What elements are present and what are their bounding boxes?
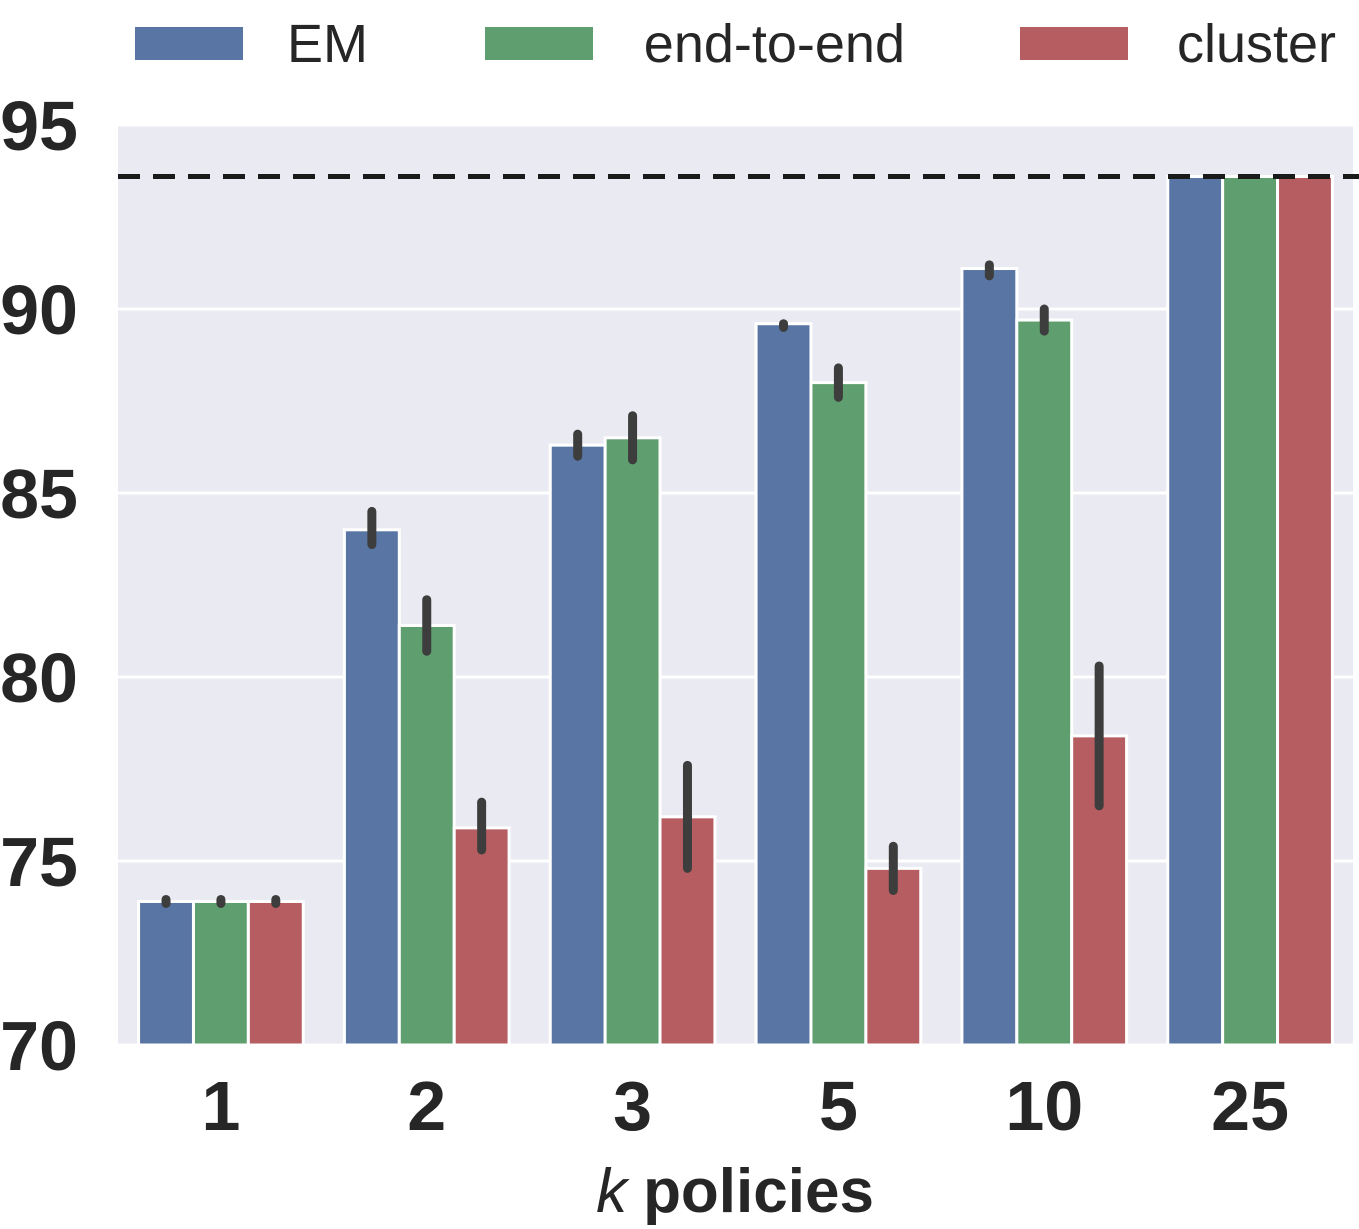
x-tick-label: 2 (407, 1067, 446, 1145)
bar-cluster-25 (1276, 175, 1334, 1047)
bar-cluster-1 (246, 899, 305, 1047)
bar-end-to-end-3 (603, 436, 662, 1047)
y-tick-label: 95 (0, 87, 78, 165)
legend-swatch-cluster (1020, 27, 1128, 60)
x-axis-label: k policies (596, 1157, 874, 1226)
y-tick-label: 70 (0, 1007, 78, 1085)
y-tick-labels: 70 75 80 85 90 95 (0, 87, 78, 1085)
bar-em-25 (1166, 175, 1225, 1047)
x-tick-label: 10 (1005, 1067, 1083, 1145)
plot-background (118, 125, 1353, 1045)
bar-em-3 (548, 443, 607, 1047)
legend-label-cluster: cluster (1177, 14, 1336, 74)
bar-em-5 (754, 322, 813, 1047)
bar-cluster-5 (864, 866, 923, 1047)
x-axis-label-rest: policies (643, 1157, 874, 1226)
bar-end-to-end-10 (1015, 318, 1074, 1047)
x-tick-label: 3 (613, 1067, 652, 1145)
bar-end-to-end-5 (809, 381, 868, 1047)
legend-swatch-end-to-end (485, 27, 593, 60)
y-tick-label: 90 (0, 271, 78, 349)
y-tick-label: 80 (0, 639, 78, 717)
x-axis-label-italic: k (596, 1157, 630, 1226)
bar-cluster-2 (452, 826, 511, 1047)
bar-em-2 (342, 528, 401, 1047)
bar-em-1 (137, 899, 195, 1047)
y-tick-label: 75 (0, 823, 78, 901)
x-tick-label: 5 (819, 1067, 858, 1145)
x-tick-label: 1 (201, 1067, 240, 1145)
legend: EM end-to-end cluster (135, 14, 1336, 74)
legend-label-em: EM (287, 14, 368, 74)
x-tick-label: 25 (1211, 1067, 1289, 1145)
legend-swatch-em (135, 27, 243, 60)
error-bars (161, 260, 1104, 908)
legend-label-end-to-end: end-to-end (644, 14, 905, 74)
bar-end-to-end-1 (191, 899, 250, 1047)
y-tick-label: 85 (0, 455, 78, 533)
bars (137, 175, 1334, 1047)
bar-em-10 (960, 267, 1019, 1047)
x-tick-labels: 1 2 3 5 10 25 (201, 1067, 1289, 1145)
bar-end-to-end-25 (1221, 175, 1280, 1047)
gridlines (118, 123, 1353, 1047)
bar-end-to-end-2 (397, 623, 456, 1047)
